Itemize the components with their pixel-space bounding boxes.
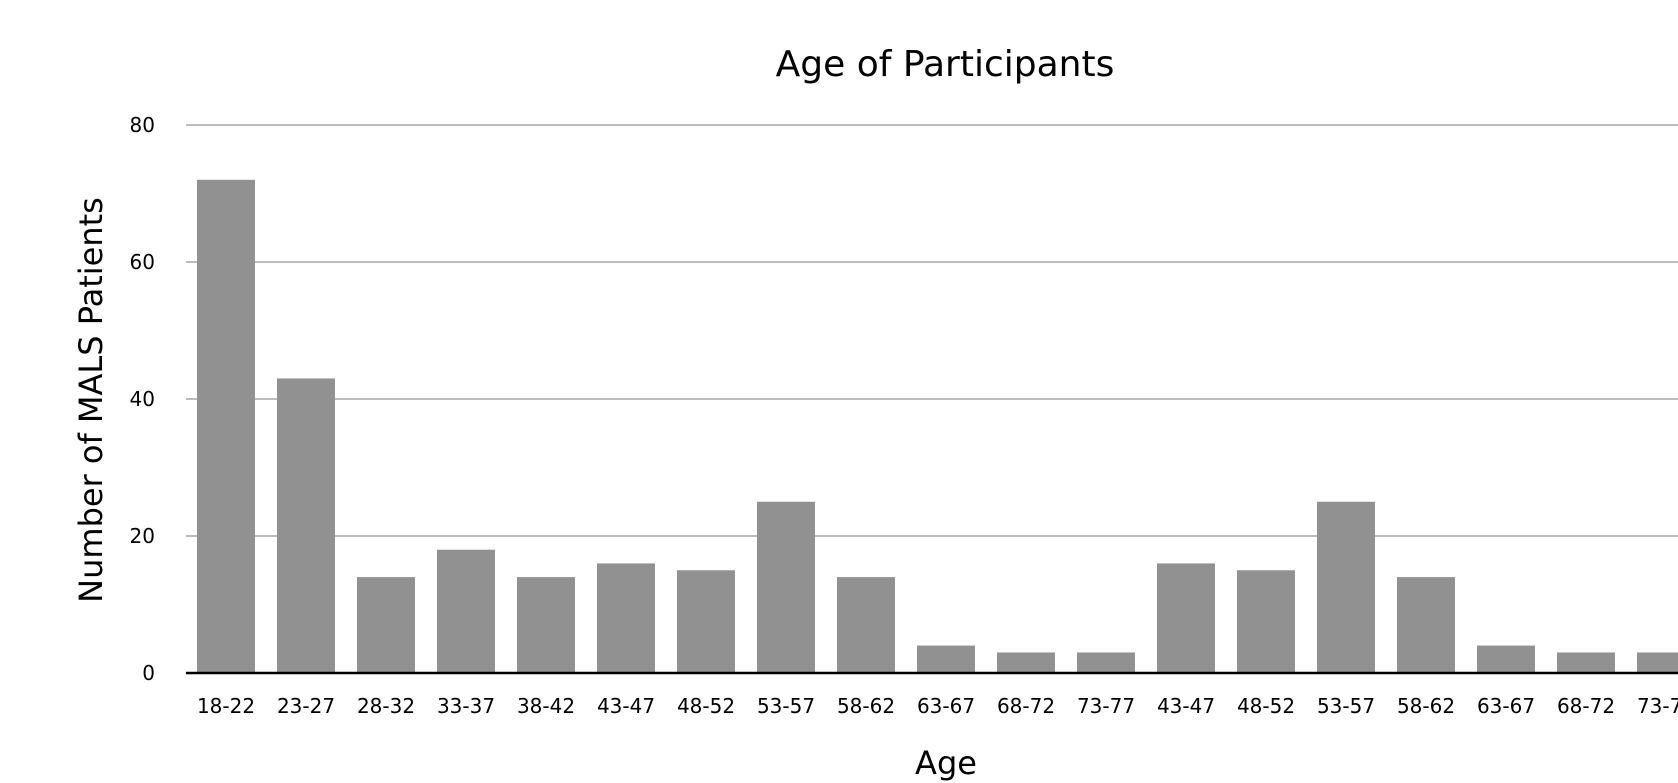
bar — [677, 570, 735, 673]
x-tick-label: 63-67 — [917, 694, 975, 718]
x-tick-label: 63-67 — [1477, 694, 1535, 718]
y-tick-label: 20 — [130, 524, 155, 548]
x-tick-label: 28-32 — [357, 694, 415, 718]
y-tick-label: 60 — [130, 250, 155, 274]
bar — [197, 179, 255, 674]
x-tick-label: 73-77 — [1637, 694, 1678, 718]
x-tick-label: 53-57 — [1317, 694, 1375, 718]
chart-title: Age of Participants — [776, 44, 1115, 85]
bar — [997, 652, 1055, 673]
bar — [1317, 501, 1375, 673]
x-tick-label: 68-72 — [1557, 694, 1615, 718]
bar — [917, 645, 975, 673]
x-tick-label: 43-47 — [597, 694, 655, 718]
y-tick-label: 80 — [130, 113, 155, 137]
bar — [277, 378, 335, 673]
bar — [437, 549, 495, 673]
bar — [1557, 652, 1615, 673]
bar — [517, 577, 575, 673]
x-tick-label: 58-62 — [837, 694, 895, 718]
x-tick-label: 23-27 — [277, 694, 335, 718]
x-tick-label: 53-57 — [757, 694, 815, 718]
y-tick-label: 0 — [142, 661, 155, 685]
x-tick-label: 43-47 — [1157, 694, 1215, 718]
bar — [1237, 570, 1295, 673]
bar — [1637, 652, 1678, 673]
bar — [837, 577, 895, 673]
x-axis-label: Age — [915, 744, 977, 782]
x-axis-ticks: 18-22 23-27 28-32 33-37 38-42 43-47 48-52 53-57… — [197, 694, 1678, 718]
bars — [197, 179, 1678, 674]
bar — [1077, 652, 1135, 673]
x-tick-label: 48-52 — [1237, 694, 1295, 718]
bar — [597, 563, 655, 673]
y-tick-label: 40 — [130, 387, 155, 411]
gridlines — [186, 124, 1678, 537]
bar — [1477, 645, 1535, 673]
x-tick-label: 38-42 — [517, 694, 575, 718]
bar — [757, 501, 815, 673]
x-tick-label: 73-77 — [1077, 694, 1135, 718]
bar — [1157, 563, 1215, 673]
bar — [357, 577, 415, 673]
x-tick-label: 68-72 — [997, 694, 1055, 718]
y-axis-ticks: 0 20 40 60 80 — [130, 113, 155, 685]
bar — [1397, 577, 1455, 673]
x-tick-label: 18-22 — [197, 694, 255, 718]
x-tick-label: 33-37 — [437, 694, 495, 718]
x-tick-label: 48-52 — [677, 694, 735, 718]
y-axis-label: Number of MALS Patients — [72, 197, 110, 603]
x-tick-label: 58-62 — [1397, 694, 1455, 718]
